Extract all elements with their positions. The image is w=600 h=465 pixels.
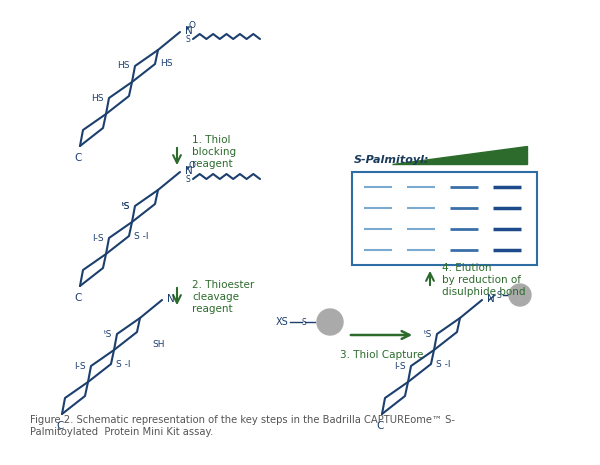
Text: N: N — [185, 166, 193, 176]
Text: 3. Thiol Capture: 3. Thiol Capture — [340, 350, 424, 360]
Text: S: S — [497, 291, 502, 299]
Text: ᵗS: ᵗS — [104, 330, 112, 339]
Text: S: S — [185, 174, 190, 184]
Text: S-Palmitoyl:: S-Palmitoyl: — [354, 155, 430, 165]
Text: S -I: S -I — [134, 232, 149, 240]
Text: ᵗS: ᵗS — [424, 330, 432, 339]
Text: S -I: S -I — [436, 359, 451, 368]
Text: C: C — [74, 153, 82, 163]
Text: I-S: I-S — [74, 361, 86, 371]
Text: S: S — [185, 34, 190, 44]
Text: 1. Thiol
blocking
reagent: 1. Thiol blocking reagent — [192, 135, 236, 169]
Text: ᵗS: ᵗS — [122, 201, 130, 211]
Text: 2. Thioester
cleavage
reagent: 2. Thioester cleavage reagent — [192, 280, 254, 313]
Text: HS: HS — [118, 61, 130, 71]
Text: N: N — [185, 26, 193, 36]
Text: I-S: I-S — [92, 233, 104, 243]
Text: I-S: I-S — [394, 361, 406, 371]
Polygon shape — [392, 146, 527, 164]
Text: C: C — [56, 421, 64, 431]
Text: Figure 2. Schematic representation of the key steps in the Badrilla CAPTUREome™ : Figure 2. Schematic representation of th… — [30, 415, 455, 437]
Text: S: S — [301, 318, 306, 326]
Circle shape — [317, 309, 343, 335]
Text: 4. Elution
by reduction of
disulphide bond: 4. Elution by reduction of disulphide bo… — [442, 263, 526, 297]
Circle shape — [509, 284, 531, 306]
Text: HS: HS — [91, 93, 104, 102]
Text: O: O — [188, 160, 196, 170]
Text: XS: XS — [275, 317, 288, 327]
Text: C: C — [376, 421, 383, 431]
Text: O: O — [188, 20, 196, 29]
Text: N: N — [487, 294, 495, 304]
Text: S -I: S -I — [116, 359, 131, 368]
Text: C: C — [74, 293, 82, 303]
Text: ᵗS: ᵗS — [122, 201, 130, 211]
Text: HS: HS — [160, 60, 173, 68]
Bar — [352, 172, 537, 265]
Text: N: N — [167, 294, 175, 304]
Text: SH: SH — [152, 339, 164, 348]
